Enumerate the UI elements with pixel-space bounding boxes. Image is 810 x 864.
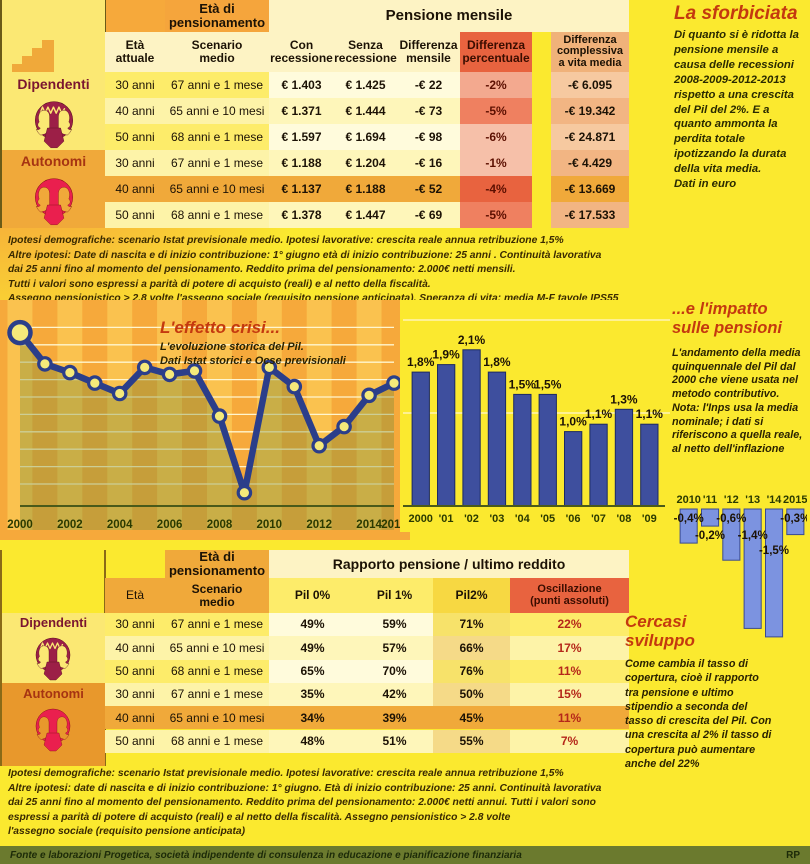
svg-text:'01: '01 [439,513,454,525]
svg-text:1,5%: 1,5% [509,377,537,391]
svg-text:-1,4%: -1,4% [738,530,768,542]
svg-text:1,1%: 1,1% [585,407,613,421]
svg-text:1,8%: 1,8% [483,355,511,369]
svg-text:2000: 2000 [7,519,33,531]
svg-text:'09: '09 [642,513,657,525]
svg-text:'07: '07 [591,513,606,525]
svg-text:2012: 2012 [306,519,332,531]
svg-text:-0,2%: -0,2% [695,530,725,542]
svg-text:2010: 2010 [676,494,700,506]
svg-text:'05: '05 [540,513,555,525]
svg-text:'11: '11 [703,494,717,506]
svg-text:2002: 2002 [57,519,83,531]
svg-text:'03: '03 [489,513,504,525]
svg-text:2,1%: 2,1% [458,333,486,347]
svg-text:2006: 2006 [157,519,183,531]
svg-text:2004: 2004 [107,519,133,531]
svg-text:1,8%: 1,8% [407,355,435,369]
svg-text:'06: '06 [566,513,581,525]
svg-text:1,9%: 1,9% [432,348,460,362]
svg-text:1,0%: 1,0% [559,415,587,429]
svg-text:2000: 2000 [408,513,432,525]
svg-text:1,1%: 1,1% [636,407,664,421]
svg-text:'02: '02 [464,513,479,525]
svg-text:-1,5%: -1,5% [759,545,789,557]
svg-text:-0,4%: -0,4% [674,513,704,525]
svg-text:'13: '13 [745,494,760,506]
svg-text:-0,6%: -0,6% [716,513,746,525]
svg-text:2015: 2015 [783,494,807,506]
svg-text:2014: 2014 [356,519,382,531]
svg-text:'08: '08 [616,513,631,525]
svg-text:'14: '14 [767,494,783,506]
svg-text:2010: 2010 [257,519,283,531]
svg-text:1,5%: 1,5% [534,377,562,391]
svg-text:2008: 2008 [207,519,233,531]
svg-text:'12: '12 [724,494,739,506]
svg-text:1,3%: 1,3% [610,392,638,406]
svg-text:'04: '04 [515,513,531,525]
svg-text:-0,3%: -0,3% [780,513,807,525]
